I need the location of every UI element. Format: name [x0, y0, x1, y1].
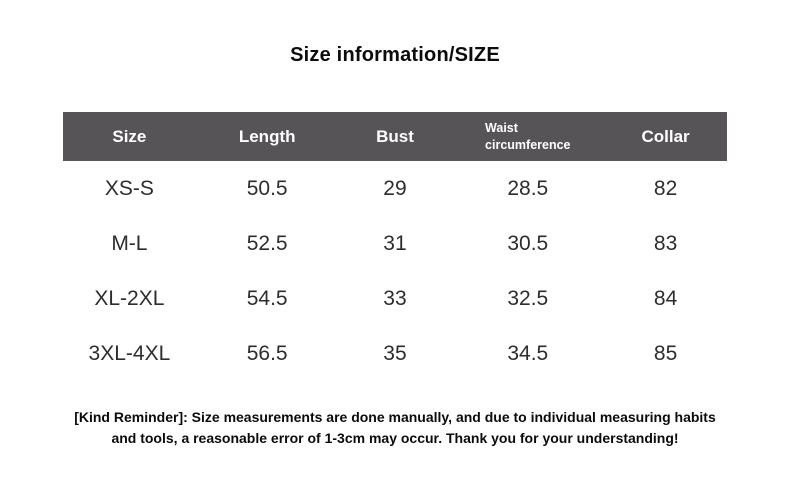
cell-bust: 29	[338, 161, 452, 216]
column-header-waist-lines: Waist circumference	[485, 120, 570, 154]
cell-size: XL-2XL	[63, 271, 196, 326]
cell-waist: 34.5	[451, 326, 605, 381]
cell-bust: 33	[338, 271, 452, 326]
footer-note: [Kind Reminder]: Size measurements are d…	[74, 409, 716, 446]
table-header-row: Size Length Bust Waist circumference Col…	[63, 112, 727, 161]
table-row: 3XL-4XL 56.5 35 34.5 85	[63, 326, 727, 381]
column-header-size: Size	[63, 112, 196, 161]
cell-waist: 32.5	[451, 271, 605, 326]
table-row: M-L 52.5 31 30.5 83	[63, 216, 727, 271]
cell-size: XS-S	[63, 161, 196, 216]
size-table: Size Length Bust Waist circumference Col…	[63, 112, 727, 381]
cell-size: M-L	[63, 216, 196, 271]
page-title: Size information/SIZE	[290, 44, 500, 66]
waist-label-line-1: Waist	[485, 120, 518, 135]
cell-length: 56.5	[195, 326, 339, 381]
cell-collar: 85	[604, 326, 727, 381]
cell-bust: 35	[338, 326, 452, 381]
waist-label-line-2: circumference	[485, 137, 571, 152]
table-row: XS-S 50.5 29 28.5 82	[63, 161, 727, 216]
cell-length: 50.5	[195, 161, 339, 216]
column-header-waist: Waist circumference	[451, 112, 605, 161]
cell-waist: 28.5	[451, 161, 605, 216]
column-header-collar: Collar	[604, 112, 727, 161]
cell-collar: 82	[604, 161, 727, 216]
cell-length: 54.5	[195, 271, 339, 326]
cell-waist: 30.5	[451, 216, 605, 271]
cell-collar: 83	[604, 216, 727, 271]
column-header-bust: Bust	[338, 112, 452, 161]
cell-size: 3XL-4XL	[63, 326, 196, 381]
cell-length: 52.5	[195, 216, 339, 271]
cell-collar: 84	[604, 271, 727, 326]
column-header-length: Length	[195, 112, 339, 161]
cell-bust: 31	[338, 216, 452, 271]
table-row: XL-2XL 54.5 33 32.5 84	[63, 271, 727, 326]
